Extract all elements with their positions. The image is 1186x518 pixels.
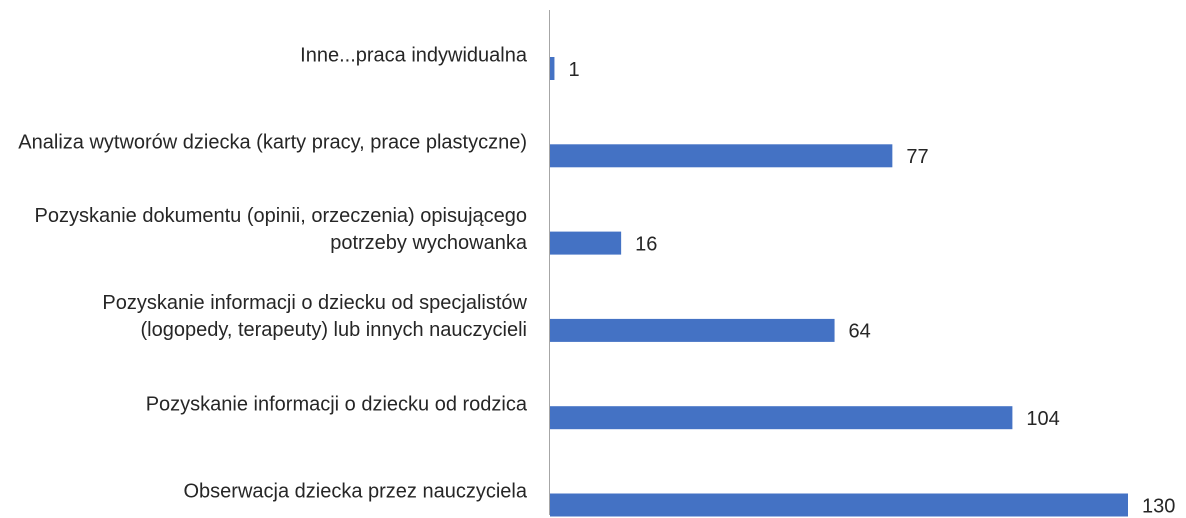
value-label: 1 <box>568 59 579 81</box>
bar <box>550 144 893 168</box>
bar <box>550 231 622 255</box>
bar <box>550 318 835 342</box>
value-label: 104 <box>1026 408 1059 430</box>
category-label: Analiza wytworów dziecka (karty pracy, p… <box>18 131 527 154</box>
category-label: Pozyskanie informacji o dziecku od rodzi… <box>145 393 527 416</box>
category-label: Pozyskanie informacji o dziecku od specj… <box>102 292 527 342</box>
category-label: Pozyskanie dokumentu (opinii, orzeczenia… <box>34 205 528 255</box>
bar <box>550 493 1128 517</box>
bar <box>550 406 1013 430</box>
bar <box>550 57 555 80</box>
value-label: 77 <box>906 146 928 168</box>
value-label: 130 <box>1142 495 1175 517</box>
value-label: 64 <box>849 321 871 343</box>
category-label: Obserwacja dziecka przez nauczyciela <box>183 480 528 503</box>
category-label: Inne...praca indywidualna <box>300 44 527 66</box>
value-label: 16 <box>635 233 657 255</box>
